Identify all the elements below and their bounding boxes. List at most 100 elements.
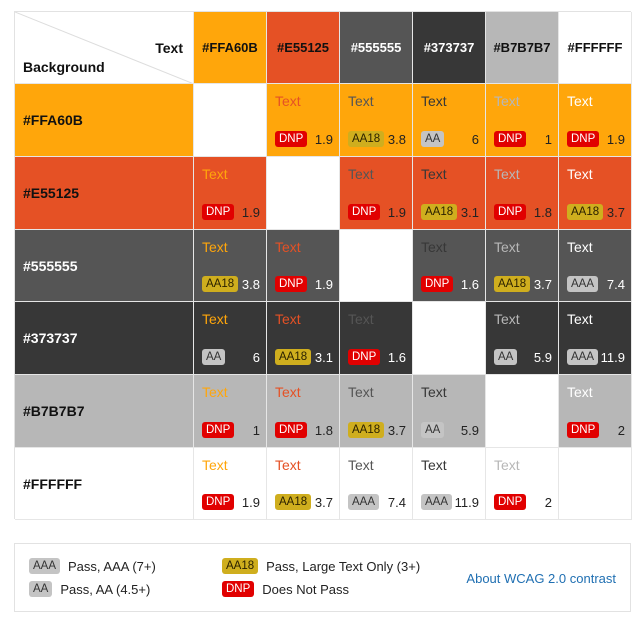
contrast-result: AA 6 xyxy=(202,349,260,365)
empty-cell xyxy=(486,375,559,448)
sample-text: Text xyxy=(275,239,301,255)
contrast-cell: Text AAA 7.4 xyxy=(559,230,632,302)
contrast-cell: Text DNP 1.9 xyxy=(267,84,340,157)
rating-badge: DNP xyxy=(275,422,308,438)
contrast-ratio: 6 xyxy=(252,349,260,365)
contrast-cell: Text DNP 1.8 xyxy=(267,375,340,448)
contrast-result: AA18 3.8 xyxy=(202,276,260,292)
contrast-ratio: 3.7 xyxy=(533,276,552,292)
sample-text: Text xyxy=(202,311,228,327)
contrast-cell: Text DNP 1.9 xyxy=(194,448,267,520)
column-header: #FFA60B xyxy=(194,12,267,84)
rating-badge: AA18 xyxy=(567,204,604,220)
contrast-ratio: 1.9 xyxy=(241,494,260,510)
contrast-cell: Text AA18 3.8 xyxy=(340,84,413,157)
legend-panel: AAA Pass, AAA (7+) AA Pass, AA (4.5+) AA… xyxy=(14,543,631,612)
rating-badge: AAA xyxy=(567,349,599,365)
contrast-cell: Text DNP 2 xyxy=(486,448,559,520)
rating-badge: AA xyxy=(421,131,445,147)
contrast-ratio: 2 xyxy=(617,422,625,438)
contrast-ratio: 2 xyxy=(544,494,552,510)
row-header: #373737 xyxy=(15,302,194,375)
legend-item-aa: AA Pass, AA (4.5+) xyxy=(29,581,150,597)
legend-item-dnp: DNP Does Not Pass xyxy=(222,581,349,597)
contrast-ratio: 1.8 xyxy=(533,204,552,220)
about-wcag-link[interactable]: About WCAG 2.0 contrast xyxy=(466,571,616,586)
contrast-result: AA18 3.1 xyxy=(421,204,479,220)
contrast-cell: Text DNP 1.8 xyxy=(486,157,559,230)
sample-text: Text xyxy=(421,239,447,255)
column-header: #FFFFFF xyxy=(559,12,632,84)
rating-badge: DNP xyxy=(348,349,381,365)
contrast-result: AA18 3.1 xyxy=(275,349,333,365)
rating-badge: AA18 xyxy=(348,131,385,147)
rating-badge: DNP xyxy=(202,494,235,510)
column-header: #555555 xyxy=(340,12,413,84)
contrast-result: AAA 7.4 xyxy=(348,494,406,510)
row-header: #555555 xyxy=(15,230,194,302)
sample-text: Text xyxy=(348,384,374,400)
contrast-result: AA18 3.8 xyxy=(348,131,406,147)
contrast-result: DNP 1 xyxy=(202,422,260,438)
contrast-ratio: 1 xyxy=(544,131,552,147)
contrast-cell: Text DNP 1.6 xyxy=(340,302,413,375)
contrast-result: DNP 2 xyxy=(494,494,552,510)
contrast-result: DNP 1.9 xyxy=(348,204,406,220)
rating-badge: DNP xyxy=(567,422,600,438)
sample-text: Text xyxy=(348,311,374,327)
contrast-result: AA18 3.7 xyxy=(567,204,625,220)
contrast-ratio: 7.4 xyxy=(387,494,406,510)
contrast-cell: Text DNP 1.9 xyxy=(194,157,267,230)
contrast-cell: Text AA 6 xyxy=(413,84,486,157)
empty-cell xyxy=(340,230,413,302)
sample-text: Text xyxy=(567,311,593,327)
foreground-axis-label: Text xyxy=(155,40,183,56)
contrast-result: DNP 1.6 xyxy=(421,276,479,292)
contrast-result: DNP 1.8 xyxy=(275,422,333,438)
sample-text: Text xyxy=(202,384,228,400)
legend-text: Pass, Large Text Only (3+) xyxy=(266,558,421,574)
contrast-cell: Text DNP 1.9 xyxy=(340,157,413,230)
sample-text: Text xyxy=(567,239,593,255)
sample-text: Text xyxy=(494,457,520,473)
contrast-result: DNP 1.8 xyxy=(494,204,552,220)
empty-cell xyxy=(413,302,486,375)
contrast-cell: Text AAA 11.9 xyxy=(559,302,632,375)
contrast-ratio: 3.7 xyxy=(387,422,406,438)
contrast-cell: Text DNP 1.6 xyxy=(413,230,486,302)
contrast-ratio: 3.8 xyxy=(241,276,260,292)
background-axis-label: Background xyxy=(23,59,105,75)
contrast-grid: Text Background #FFA60B #E55125 #555555 #3737… xyxy=(14,11,632,520)
sample-text: Text xyxy=(421,384,447,400)
row-header: #FFA60B xyxy=(15,84,194,157)
contrast-result: AA 5.9 xyxy=(421,422,479,438)
row-header: #E55125 xyxy=(15,157,194,230)
legend-item-aaa: AAA Pass, AAA (7+) xyxy=(29,558,156,574)
contrast-ratio: 1.9 xyxy=(314,276,333,292)
rating-badge: AA18 xyxy=(348,422,385,438)
sample-text: Text xyxy=(348,166,374,182)
contrast-cell: Text DNP 1 xyxy=(194,375,267,448)
sample-text: Text xyxy=(202,457,228,473)
contrast-result: DNP 2 xyxy=(567,422,625,438)
contrast-cell: Text AA18 3.1 xyxy=(413,157,486,230)
column-header: #B7B7B7 xyxy=(486,12,559,84)
contrast-cell: Text AAA 7.4 xyxy=(340,448,413,520)
contrast-ratio: 3.8 xyxy=(387,131,406,147)
rating-badge: DNP xyxy=(494,494,527,510)
aaa-badge: AAA xyxy=(29,558,61,574)
contrast-result: AA18 3.7 xyxy=(348,422,406,438)
sample-text: Text xyxy=(348,457,374,473)
sample-text: Text xyxy=(421,457,447,473)
contrast-result: DNP 1.9 xyxy=(567,131,625,147)
contrast-cell: Text AA 5.9 xyxy=(413,375,486,448)
rating-badge: AA xyxy=(421,422,445,438)
contrast-ratio: 11.9 xyxy=(454,494,479,510)
dnp-badge: DNP xyxy=(222,581,255,597)
corner-header: Text Background xyxy=(15,12,194,84)
contrast-ratio: 11.9 xyxy=(600,349,625,365)
contrast-ratio: 1.9 xyxy=(314,131,333,147)
sample-text: Text xyxy=(275,93,301,109)
contrast-ratio: 3.1 xyxy=(460,204,479,220)
contrast-ratio: 1.9 xyxy=(387,204,406,220)
